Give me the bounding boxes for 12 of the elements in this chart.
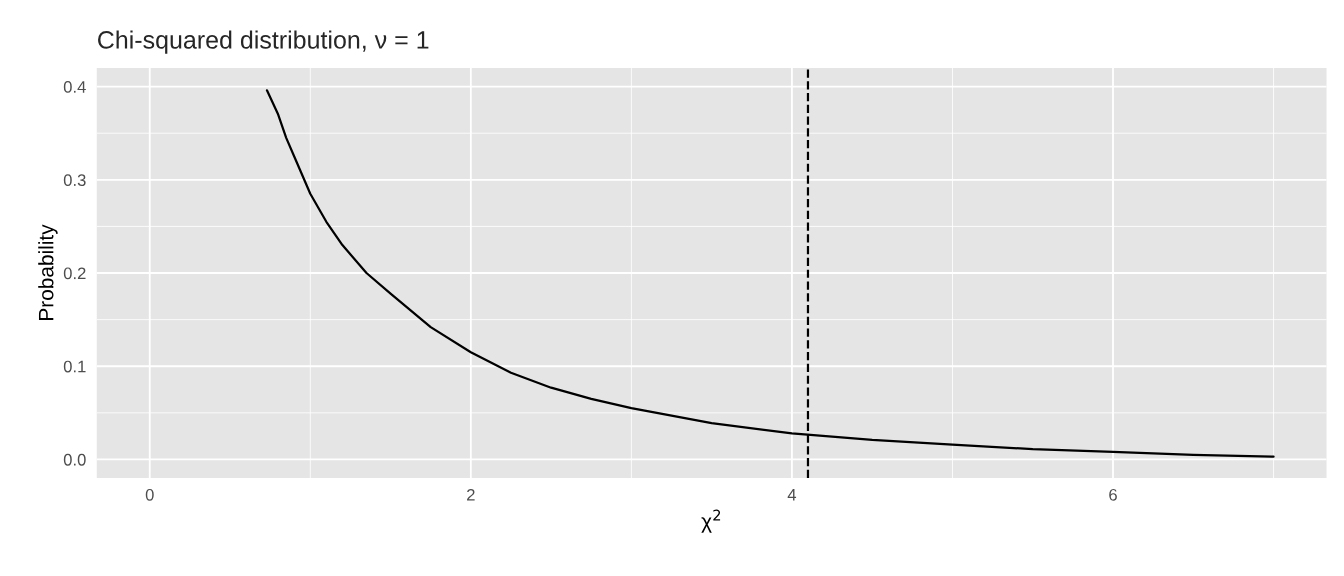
x-axis-title: χ$^{2}$ xyxy=(701,509,721,533)
y-tick-label: 0.3 xyxy=(63,174,86,187)
chart-title: Chi-squared distribution, ν = 1 xyxy=(98,30,429,54)
x-tick-label: 4 xyxy=(787,489,797,501)
y-axis-title: Probability xyxy=(38,224,58,320)
y-tick-label: 0.1 xyxy=(63,360,86,373)
x-tick-label: 2 xyxy=(467,488,475,501)
x-tick-label: 0 xyxy=(145,488,154,501)
y-tick-label: 0.2 xyxy=(63,267,86,280)
y-tick-label: 0.0 xyxy=(63,453,86,466)
x-tick-label: 6 xyxy=(1109,488,1117,501)
y-tick-label: 0.4 xyxy=(63,81,86,93)
